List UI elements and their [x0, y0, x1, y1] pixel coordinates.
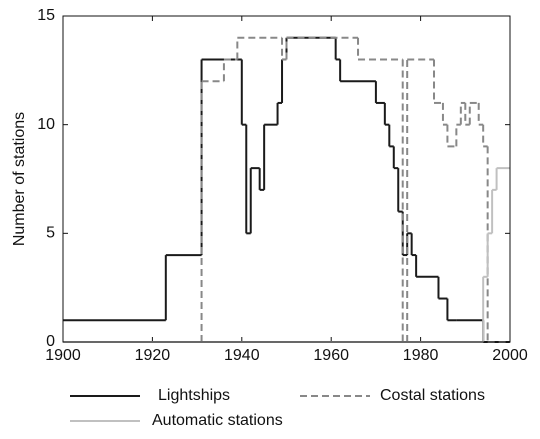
y-tick-label: 5 [46, 225, 55, 242]
y-axis-label: Number of stations [11, 112, 28, 246]
y-tick-label: 10 [37, 116, 55, 133]
y-tick-label: 0 [46, 333, 55, 350]
x-tick-label: 1920 [135, 347, 171, 364]
x-tick-label: 1980 [403, 347, 439, 364]
legend-label: Costal stations [380, 387, 485, 404]
plot-frame [62, 15, 511, 343]
y-tick-label: 15 [37, 7, 55, 24]
x-tick-label: 1960 [313, 347, 349, 364]
x-tick-label: 2000 [492, 347, 528, 364]
legend-label: Automatic stations [152, 412, 283, 429]
legend-label: Lightships [158, 387, 230, 404]
x-tick-label: 1900 [45, 347, 81, 364]
x-tick-label: 1940 [224, 347, 260, 364]
